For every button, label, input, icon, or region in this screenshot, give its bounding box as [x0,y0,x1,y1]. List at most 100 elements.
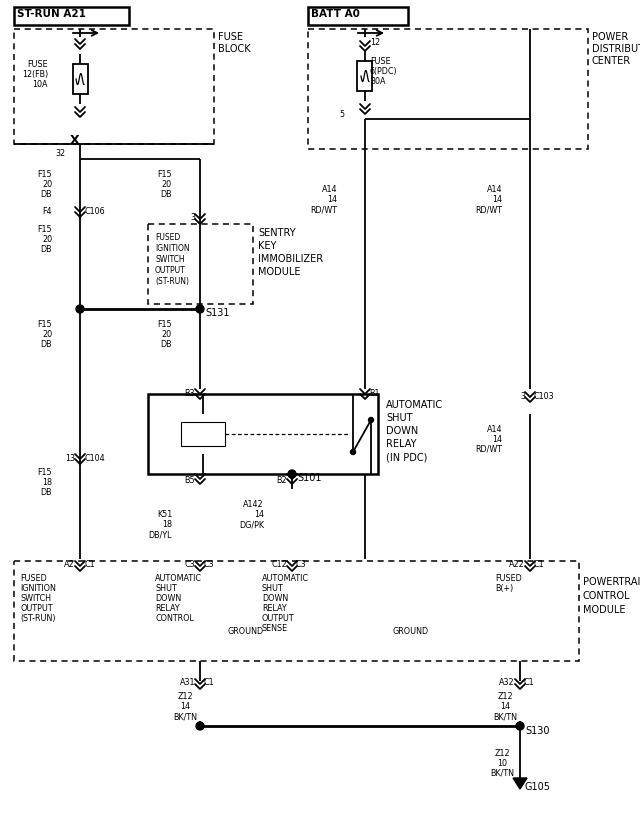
Text: S131: S131 [205,308,230,318]
Text: OUTPUT: OUTPUT [20,604,52,612]
Text: 20: 20 [162,329,172,339]
Text: C1: C1 [84,559,95,568]
Text: RD/WT: RD/WT [475,445,502,453]
Text: CONTROL: CONTROL [155,614,194,622]
Text: KEY: KEY [258,241,276,251]
Text: BATT A0: BATT A0 [311,9,360,19]
Text: BK/TN: BK/TN [490,768,514,777]
Text: FUSED: FUSED [20,573,47,583]
Text: 13: 13 [65,453,75,462]
Text: C3: C3 [296,559,307,568]
Text: IGNITION: IGNITION [155,244,189,252]
Text: BLOCK: BLOCK [218,44,251,54]
Text: A22: A22 [509,559,525,568]
Text: C104: C104 [84,453,104,462]
Text: F15: F15 [37,170,52,179]
Text: FUSED: FUSED [155,232,180,242]
Text: DOWN: DOWN [155,594,181,602]
Text: DG/PK: DG/PK [239,519,264,528]
Text: X: X [70,133,80,146]
Text: MODULE: MODULE [583,604,625,614]
Text: RELAY: RELAY [262,604,287,612]
Text: FUSE: FUSE [218,32,243,42]
Text: BK/TN: BK/TN [493,711,517,720]
Text: F15: F15 [37,319,52,329]
Text: OUTPUT: OUTPUT [155,266,186,275]
Text: C106: C106 [84,206,104,216]
Text: A31: A31 [179,677,195,686]
Text: B3: B3 [184,389,195,398]
Text: 20: 20 [42,329,52,339]
Text: ST-RUN A21: ST-RUN A21 [17,9,86,19]
Text: Z12: Z12 [494,748,510,757]
Text: DISTRIBUTION: DISTRIBUTION [592,44,640,54]
Bar [14,30,214,145]
Bar [308,8,408,26]
Circle shape [351,450,355,455]
Text: (ST-RUN): (ST-RUN) [155,277,189,286]
Text: SWITCH: SWITCH [155,255,184,263]
Text: 14: 14 [327,195,337,204]
Text: 14: 14 [492,195,502,204]
Text: DB: DB [40,190,52,199]
Text: RD/WT: RD/WT [475,205,502,214]
Text: C1: C1 [524,677,534,686]
Text: SWITCH: SWITCH [20,594,51,602]
Text: 3: 3 [190,212,195,222]
Text: A14: A14 [321,185,337,194]
Text: SENSE: SENSE [262,624,288,632]
Text: 14: 14 [254,509,264,518]
Text: 5: 5 [340,110,345,119]
Text: C3: C3 [184,559,195,568]
Text: S101: S101 [297,472,321,482]
Text: 6(PDC): 6(PDC) [370,67,397,76]
Text: DB: DB [40,245,52,253]
Circle shape [516,722,524,730]
Text: POWERTRAIN: POWERTRAIN [583,576,640,586]
Text: OUTPUT: OUTPUT [262,614,294,622]
Bar [181,422,225,446]
Circle shape [369,418,374,423]
Text: G105: G105 [525,781,551,791]
Text: A2: A2 [65,559,75,568]
Text: 12: 12 [370,38,380,47]
Text: DB: DB [161,339,172,349]
Text: B1: B1 [369,389,380,398]
Bar [14,561,579,661]
Text: GROUND: GROUND [228,626,264,635]
Text: C12: C12 [271,559,287,568]
Text: B5: B5 [184,476,195,484]
Text: 20: 20 [42,180,52,189]
Text: C1: C1 [204,677,214,686]
Text: SENTRY: SENTRY [258,227,296,237]
Text: 18: 18 [42,477,52,487]
Text: POWER: POWER [592,32,628,42]
Text: F15: F15 [157,319,172,329]
Text: Z12: Z12 [497,691,513,701]
Text: FUSED: FUSED [495,573,522,583]
Circle shape [196,722,204,730]
Text: F15: F15 [37,467,52,477]
Text: A14: A14 [486,425,502,434]
Text: F4: F4 [42,206,52,216]
Text: DB/YL: DB/YL [148,529,172,538]
Text: C103: C103 [534,391,555,400]
Text: SHUT: SHUT [262,584,284,592]
Text: AUTOMATIC: AUTOMATIC [155,573,202,583]
Text: B(+): B(+) [495,584,513,592]
Text: GROUND: GROUND [393,626,429,635]
Circle shape [196,306,204,314]
Text: DB: DB [40,339,52,349]
Text: IMMOBILIZER: IMMOBILIZER [258,253,323,263]
Text: FUSE: FUSE [370,57,390,66]
Bar [72,65,88,95]
Text: B2: B2 [276,476,287,484]
Text: 18: 18 [162,519,172,528]
Text: DB: DB [40,487,52,497]
Text: BK/TN: BK/TN [173,711,197,720]
Text: F15: F15 [37,225,52,234]
Text: CONTROL: CONTROL [583,590,630,600]
Text: 20: 20 [162,180,172,189]
Text: S130: S130 [525,725,550,735]
Polygon shape [513,778,527,789]
